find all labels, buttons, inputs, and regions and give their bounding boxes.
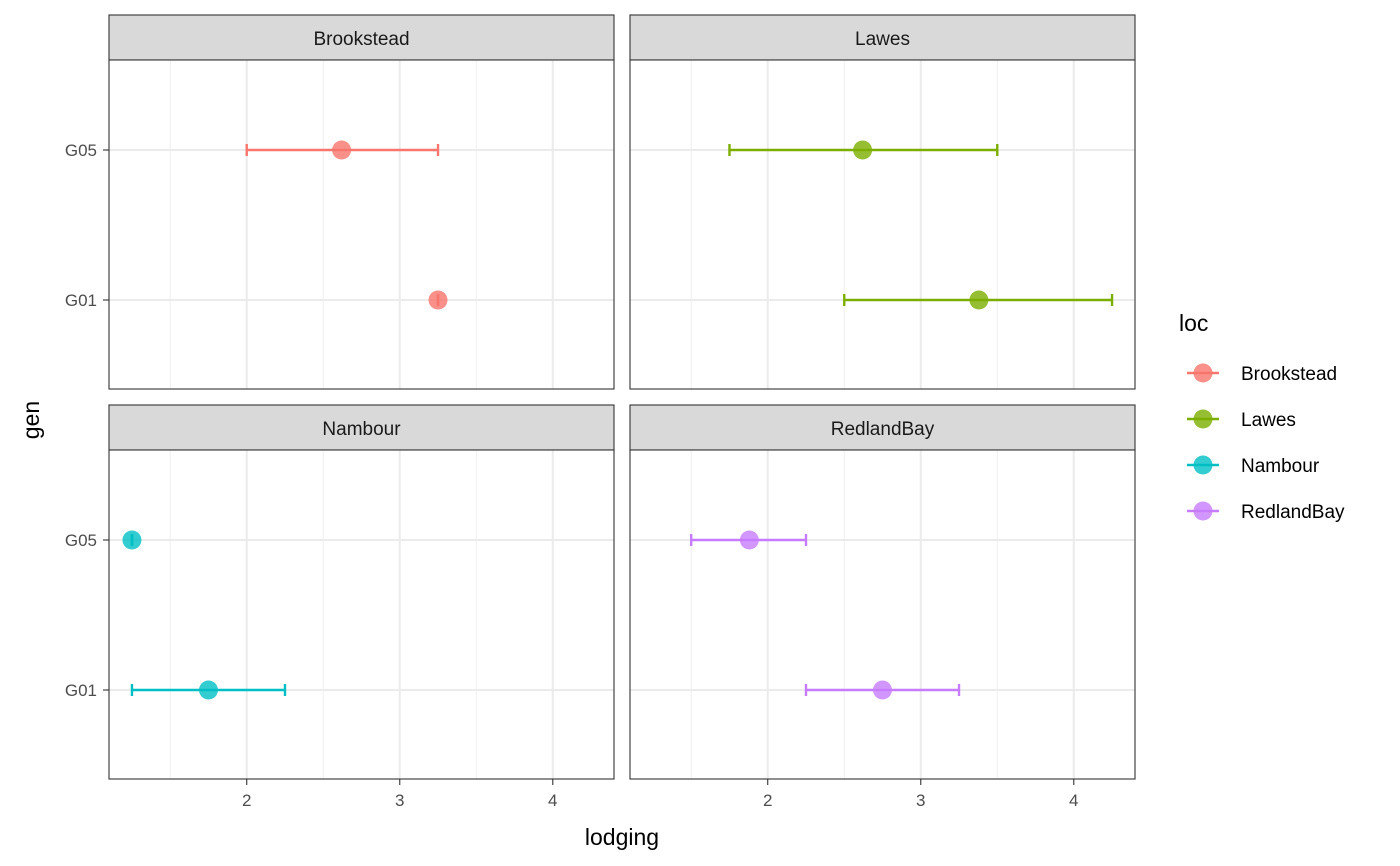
data-point bbox=[739, 530, 759, 550]
x-axis-title: lodging bbox=[585, 824, 659, 850]
data-point bbox=[873, 680, 892, 700]
strip-label: Lawes bbox=[855, 29, 910, 50]
data-point bbox=[122, 530, 142, 550]
x-tick-label: 3 bbox=[916, 791, 925, 810]
data-point bbox=[198, 680, 218, 700]
legend-key-point bbox=[1193, 455, 1213, 475]
x-tick-label: 4 bbox=[548, 791, 557, 810]
strip-label: Nambour bbox=[322, 419, 401, 440]
panel-background bbox=[109, 450, 614, 779]
facet-panel-redlandbay: RedlandBay 2 3 4 bbox=[629, 404, 1136, 810]
x-tick-label: 3 bbox=[395, 791, 404, 810]
y-tick-label: G05 bbox=[65, 141, 97, 160]
panel-background bbox=[630, 60, 1135, 389]
strip-label: RedlandBay bbox=[831, 419, 935, 440]
legend-title: loc bbox=[1179, 310, 1208, 336]
panel-border bbox=[108, 59, 615, 390]
panel-border bbox=[108, 449, 615, 780]
y-axis-title: gen bbox=[18, 401, 44, 439]
strip-background bbox=[629, 14, 1136, 61]
facet-panel-lawes: Lawes bbox=[629, 14, 1136, 390]
data-point bbox=[428, 290, 448, 310]
strip-background bbox=[108, 404, 615, 451]
panel-background bbox=[630, 450, 1135, 779]
legend: loc Brookstead Lawes Nambour RedlandBay bbox=[1179, 310, 1345, 523]
panel-border bbox=[629, 449, 1136, 780]
legend-item-nambour: Nambour bbox=[1187, 455, 1320, 477]
legend-label: Brookstead bbox=[1241, 364, 1337, 385]
legend-label: Nambour bbox=[1241, 456, 1320, 477]
legend-item-redlandbay: RedlandBay bbox=[1187, 501, 1345, 523]
facet-panel-nambour: Nambour G05 G01 2 3 4 bbox=[65, 404, 615, 810]
legend-key-point bbox=[1193, 363, 1213, 383]
facet-panel-brookstead: Brookstead G05 G01 bbox=[65, 14, 615, 390]
strip-background bbox=[629, 404, 1136, 451]
panel-background bbox=[109, 60, 614, 389]
strip-label: Brookstead bbox=[313, 29, 409, 50]
y-tick-label: G01 bbox=[65, 681, 97, 700]
legend-key-point bbox=[1193, 501, 1213, 521]
data-point bbox=[332, 140, 352, 160]
strip-background bbox=[108, 14, 615, 61]
x-tick-label: 4 bbox=[1069, 791, 1078, 810]
panel-border bbox=[629, 59, 1136, 390]
legend-label: RedlandBay bbox=[1241, 502, 1345, 523]
x-tick-label: 2 bbox=[242, 791, 251, 810]
legend-item-lawes: Lawes bbox=[1187, 409, 1296, 431]
y-tick-label: G05 bbox=[65, 531, 97, 550]
data-point bbox=[853, 140, 873, 160]
y-tick-label: G01 bbox=[65, 291, 97, 310]
data-point bbox=[969, 290, 989, 310]
legend-key-point bbox=[1193, 409, 1213, 429]
legend-item-brookstead: Brookstead bbox=[1187, 363, 1337, 385]
x-tick-label: 2 bbox=[763, 791, 772, 810]
legend-label: Lawes bbox=[1241, 410, 1296, 431]
